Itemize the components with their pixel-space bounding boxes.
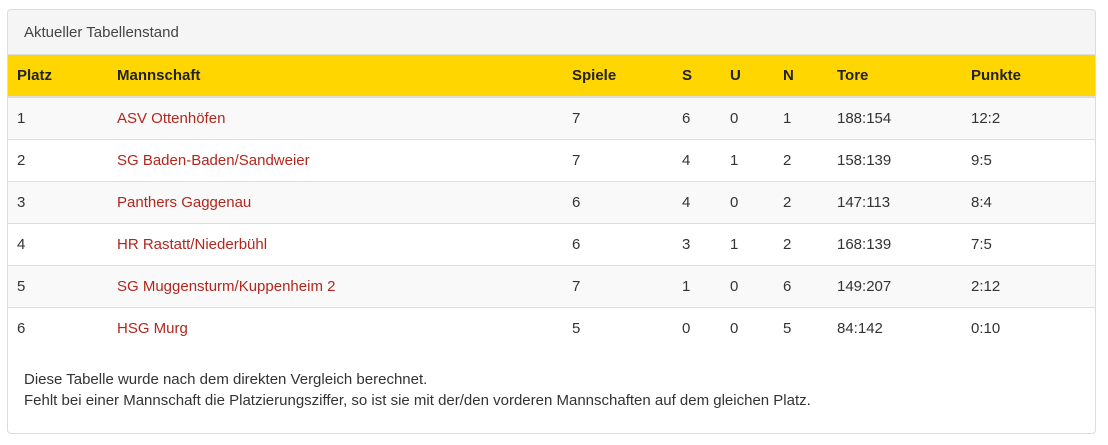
team-link[interactable]: Panthers Gaggenau [117, 193, 252, 211]
cell-unentschieden: 0 [730, 319, 739, 337]
cell-spiele: 5 [572, 319, 581, 337]
cell-spiele: 6 [572, 193, 581, 211]
cell-platz: 4 [17, 235, 26, 253]
cell-niederlagen: 2 [783, 235, 792, 253]
cell-niederlagen: 5 [783, 319, 792, 337]
header-mannschaft: Mannschaft [108, 55, 563, 98]
cell-spiele: 6 [572, 235, 581, 253]
cell-siege: 1 [682, 277, 691, 295]
cell-siege: 0 [682, 319, 691, 337]
cell-spiele: 7 [572, 151, 581, 169]
cell-unentschieden: 0 [730, 193, 739, 211]
cell-spiele: 7 [572, 277, 581, 295]
team-link[interactable]: SG Muggensturm/Kuppenheim 2 [117, 277, 336, 295]
cell-punkte: 9:5 [971, 151, 992, 169]
standings-panel: Aktueller Tabellenstand Platz Mannschaft… [7, 9, 1096, 434]
cell-unentschieden: 0 [730, 109, 739, 127]
header-punkte: Punkte [962, 55, 1095, 98]
cell-siege: 3 [682, 235, 691, 253]
panel-title: Aktueller Tabellenstand [8, 10, 1095, 55]
cell-platz: 6 [17, 319, 26, 337]
cell-punkte: 12:2 [971, 109, 1001, 127]
header-niederlagen: N [774, 55, 828, 98]
cell-punkte: 7:5 [971, 235, 992, 253]
cell-platz: 3 [17, 193, 26, 211]
cell-tore: 84:142 [837, 319, 883, 337]
cell-siege: 6 [682, 109, 691, 127]
cell-unentschieden: 1 [730, 151, 739, 169]
cell-niederlagen: 1 [783, 109, 792, 127]
cell-punkte: 2:12 [971, 277, 1001, 295]
cell-platz: 1 [17, 109, 26, 127]
team-link[interactable]: HR Rastatt/Niederbühl [117, 235, 268, 253]
team-link[interactable]: ASV Ottenhöfen [117, 109, 226, 127]
standings-table: Platz Mannschaft Spiele S U N Tore Punkt… [8, 55, 1095, 349]
table-row: 5 SG Muggensturm/Kuppenheim 2 7 1 0 6 14… [8, 265, 1095, 307]
cell-tore: 158:139 [837, 151, 892, 169]
footnote-line-2: Fehlt bei einer Mannschaft die Platzieru… [24, 392, 811, 409]
team-link[interactable]: SG Baden-Baden/Sandweier [117, 151, 310, 169]
header-spiele: Spiele [563, 55, 673, 98]
cell-tore: 188:154 [837, 109, 892, 127]
cell-punkte: 8:4 [971, 193, 992, 211]
header-platz: Platz [8, 55, 108, 98]
cell-platz: 5 [17, 277, 26, 295]
cell-punkte: 0:10 [971, 319, 1001, 337]
cell-niederlagen: 2 [783, 193, 792, 211]
header-tore: Tore [828, 55, 962, 98]
table-footnote: Diese Tabelle wurde nach dem direkten Ve… [8, 349, 1095, 411]
header-siege: S [673, 55, 721, 98]
table-row: 3 Panthers Gaggenau 6 4 0 2 147:113 8:4 [8, 181, 1095, 223]
header-unentschieden: U [721, 55, 774, 98]
table-row: 1 ASV Ottenhöfen 7 6 0 1 188:154 12:2 [8, 97, 1095, 139]
cell-platz: 2 [17, 151, 26, 169]
cell-tore: 149:207 [837, 277, 892, 295]
cell-spiele: 7 [572, 109, 581, 127]
cell-unentschieden: 1 [730, 235, 739, 253]
table-row: 6 HSG Murg 5 0 0 5 84:142 0:10 [8, 307, 1095, 349]
cell-tore: 147:113 [837, 193, 891, 211]
cell-tore: 168:139 [837, 235, 892, 253]
cell-siege: 4 [682, 151, 691, 169]
cell-niederlagen: 2 [783, 151, 792, 169]
table-header-row: Platz Mannschaft Spiele S U N Tore Punkt… [8, 55, 1095, 98]
cell-siege: 4 [682, 193, 691, 211]
team-link[interactable]: HSG Murg [117, 319, 188, 337]
cell-unentschieden: 0 [730, 277, 739, 295]
table-row: 2 SG Baden-Baden/Sandweier 7 4 1 2 158:1… [8, 139, 1095, 181]
cell-niederlagen: 6 [783, 277, 792, 295]
footnote-line-1: Diese Tabelle wurde nach dem direkten Ve… [24, 371, 428, 388]
table-row: 4 HR Rastatt/Niederbühl 6 3 1 2 168:139 … [8, 223, 1095, 265]
